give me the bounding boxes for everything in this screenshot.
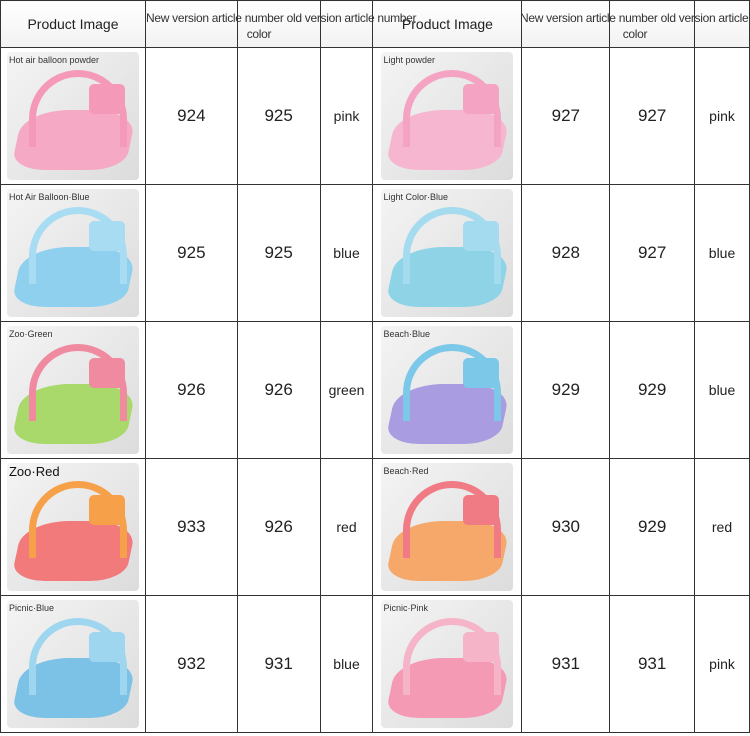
new-article-number: 927: [521, 47, 611, 185]
old-article-number: 925: [236, 184, 321, 322]
new-article-number: 929: [521, 321, 611, 459]
image-caption: Hot Air Balloon·Blue: [8, 192, 90, 202]
image-caption: Picnic·Pink: [383, 603, 428, 613]
old-article-number: 929: [609, 458, 696, 596]
image-caption: Zoo·Green: [8, 329, 53, 339]
color-cell: blue: [694, 321, 750, 459]
piano-panel: [463, 495, 500, 525]
old-article-number: 927: [609, 47, 696, 185]
old-article-number: 927: [609, 184, 696, 322]
table-row: Zoo·Green 926 926 green Beach·Blue 929 9…: [0, 321, 750, 459]
piano-panel: [463, 221, 500, 251]
old-article-number: 926: [236, 321, 321, 459]
product-image: Zoo·Green: [6, 326, 139, 454]
color-cell: pink: [694, 595, 750, 733]
color-cell: green: [319, 321, 374, 459]
table-row: Hot Air Balloon·Blue 925 925 blue Light …: [0, 184, 750, 322]
piano-panel: [463, 632, 500, 662]
image-caption: Light powder: [383, 55, 435, 65]
piano-panel: [88, 221, 125, 251]
new-article-number: 932: [144, 595, 238, 733]
header-columns-right: New version article number old version a…: [520, 10, 750, 42]
product-image: Light powder: [381, 52, 514, 180]
product-image: Picnic·Blue: [6, 600, 139, 728]
product-image-cell: Beach·Red: [372, 458, 523, 596]
color-cell: red: [319, 458, 374, 596]
product-image: Hot air balloon powder: [6, 52, 139, 180]
header-old-article: old version article number: [660, 11, 750, 25]
old-article-number: 931: [236, 595, 321, 733]
header-product-image: Product Image: [372, 0, 523, 48]
color-cell: pink: [319, 47, 374, 185]
header-columns-left: New version article number old version a…: [146, 10, 417, 42]
product-image-cell: Hot air balloon powder: [0, 47, 146, 185]
header-old-article: old version article number: [286, 11, 417, 25]
header-row: Product Image Product Image: [0, 0, 750, 48]
header-color: color: [246, 27, 272, 41]
old-article-number: 931: [609, 595, 696, 733]
new-article-number: 933: [144, 458, 238, 596]
table-row: Hot air balloon powder 924 925 pink Ligh…: [0, 47, 750, 185]
header-new-article: New version article number: [146, 11, 284, 25]
color-cell: blue: [319, 184, 374, 322]
product-image: Light Color·Blue: [381, 189, 514, 317]
product-image: Beach·Red: [381, 463, 514, 591]
piano-panel: [88, 84, 125, 114]
product-image-cell: Light powder: [372, 47, 523, 185]
image-caption: Hot air balloon powder: [8, 55, 100, 65]
product-image: Zoo·Red: [6, 463, 139, 591]
header-product-image: Product Image: [0, 0, 146, 48]
old-article-number: 925: [236, 47, 321, 185]
image-caption: Light Color·Blue: [383, 192, 448, 202]
new-article-number: 931: [521, 595, 611, 733]
image-caption: Picnic·Blue: [8, 603, 54, 613]
new-article-number: 925: [144, 184, 238, 322]
product-image: Hot Air Balloon·Blue: [6, 189, 139, 317]
new-article-number: 928: [521, 184, 611, 322]
product-image-cell: Light Color·Blue: [372, 184, 523, 322]
new-article-number: 930: [521, 458, 611, 596]
piano-panel: [463, 358, 500, 388]
header-new-article: New version article number: [520, 11, 658, 25]
old-article-number: 929: [609, 321, 696, 459]
new-article-number: 924: [144, 47, 238, 185]
product-image: Picnic·Pink: [381, 600, 514, 728]
color-cell: red: [694, 458, 750, 596]
table-row: Zoo·Red 933 926 red Beach·Red 930 929 re…: [0, 458, 750, 596]
color-cell: blue: [319, 595, 374, 733]
new-article-number: 926: [144, 321, 238, 459]
color-cell: pink: [694, 47, 750, 185]
table-row: Picnic·Blue 932 931 blue Picnic·Pink 931…: [0, 595, 750, 733]
image-caption: Zoo·Red: [8, 464, 60, 479]
product-image-cell: Hot Air Balloon·Blue: [0, 184, 146, 322]
piano-panel: [88, 632, 125, 662]
color-cell: blue: [694, 184, 750, 322]
piano-panel: [463, 84, 500, 114]
product-image-cell: Picnic·Pink: [372, 595, 523, 733]
piano-panel: [88, 358, 125, 388]
piano-panel: [88, 495, 125, 525]
product-image-cell: Beach·Blue: [372, 321, 523, 459]
product-image-cell: Zoo·Green: [0, 321, 146, 459]
old-article-number: 926: [236, 458, 321, 596]
product-image: Beach·Blue: [381, 326, 514, 454]
product-image-cell: Picnic·Blue: [0, 595, 146, 733]
product-image-cell: Zoo·Red: [0, 458, 146, 596]
image-caption: Beach·Red: [383, 466, 429, 476]
image-caption: Beach·Blue: [383, 329, 430, 339]
header-color: color: [622, 27, 648, 41]
